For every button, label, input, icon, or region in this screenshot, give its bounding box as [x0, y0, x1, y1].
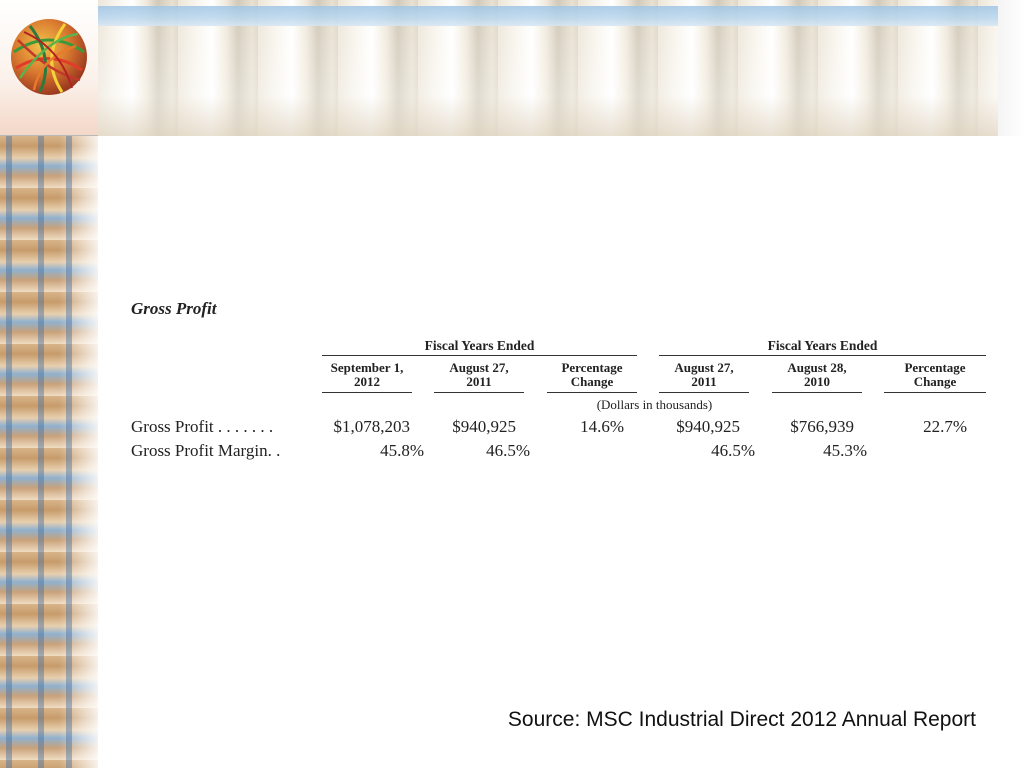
header-shadow	[98, 96, 998, 136]
header-right-edge	[998, 0, 1024, 136]
column-rule	[659, 392, 749, 393]
header-rail	[98, 6, 998, 26]
column-header: Percentage Change	[547, 361, 637, 389]
column-header-line2: 2011	[466, 374, 492, 389]
source-caption: Source: MSC Industrial Direct 2012 Annua…	[507, 708, 976, 731]
table-cell: $940,925	[452, 417, 516, 436]
group-header-right: Fiscal Years Ended	[767, 338, 878, 353]
table-cell: $766,939	[790, 417, 854, 436]
column-rule	[322, 392, 412, 393]
header-divider	[0, 135, 98, 136]
column-rule	[772, 392, 862, 393]
table-cell: 46.5%	[711, 441, 755, 460]
column-header-line1: Percentage	[561, 360, 623, 375]
column-header-line1: September 1,	[330, 360, 404, 375]
column-header-line2: 2011	[691, 374, 717, 389]
table-cell: $1,078,203	[333, 417, 411, 436]
column-rule	[547, 392, 637, 393]
column-header-line2: Change	[913, 374, 957, 389]
column-rule	[884, 392, 986, 393]
table-cell: 14.6%	[580, 417, 624, 436]
logo-panel	[0, 0, 99, 136]
table-cell: 45.8%	[380, 441, 424, 460]
rack-post	[38, 136, 44, 768]
left-decorative-strip	[0, 136, 98, 768]
column-header-line1: August 28,	[787, 360, 847, 375]
table-cell: $940,925	[676, 417, 740, 436]
section-title: Gross Profit	[131, 299, 217, 318]
rubber-band-ball-logo	[11, 19, 87, 95]
table-cell: 46.5%	[486, 441, 530, 460]
column-header-line2: Change	[570, 374, 614, 389]
units-note: (Dollars in thousands)	[596, 397, 713, 412]
rack-post	[66, 136, 72, 768]
column-header: August 28, 2010	[772, 361, 862, 389]
table-cell: 22.7%	[923, 417, 967, 436]
header-banner-image	[98, 0, 998, 136]
group-header-left: Fiscal Years Ended	[424, 338, 535, 353]
column-header: August 27, 2011	[659, 361, 749, 389]
group-rule-right	[659, 355, 986, 356]
column-header: Percentage Change	[884, 361, 986, 389]
table-cell: 45.3%	[823, 441, 867, 460]
column-header: August 27, 2011	[434, 361, 524, 389]
row-label-gross-profit-margin: Gross Profit Margin. .	[131, 441, 281, 460]
rack-post	[6, 136, 12, 768]
column-header-line1: August 27,	[449, 360, 509, 375]
group-rule-left	[322, 355, 637, 356]
column-header-line2: 2010	[804, 374, 830, 389]
column-header-line1: Percentage	[904, 360, 966, 375]
row-label-gross-profit: Gross Profit . . . . . . .	[131, 417, 274, 436]
column-header: September 1, 2012	[322, 361, 412, 389]
column-header-line2: 2012	[354, 374, 380, 389]
column-rule	[434, 392, 524, 393]
column-header-line1: August 27,	[674, 360, 734, 375]
